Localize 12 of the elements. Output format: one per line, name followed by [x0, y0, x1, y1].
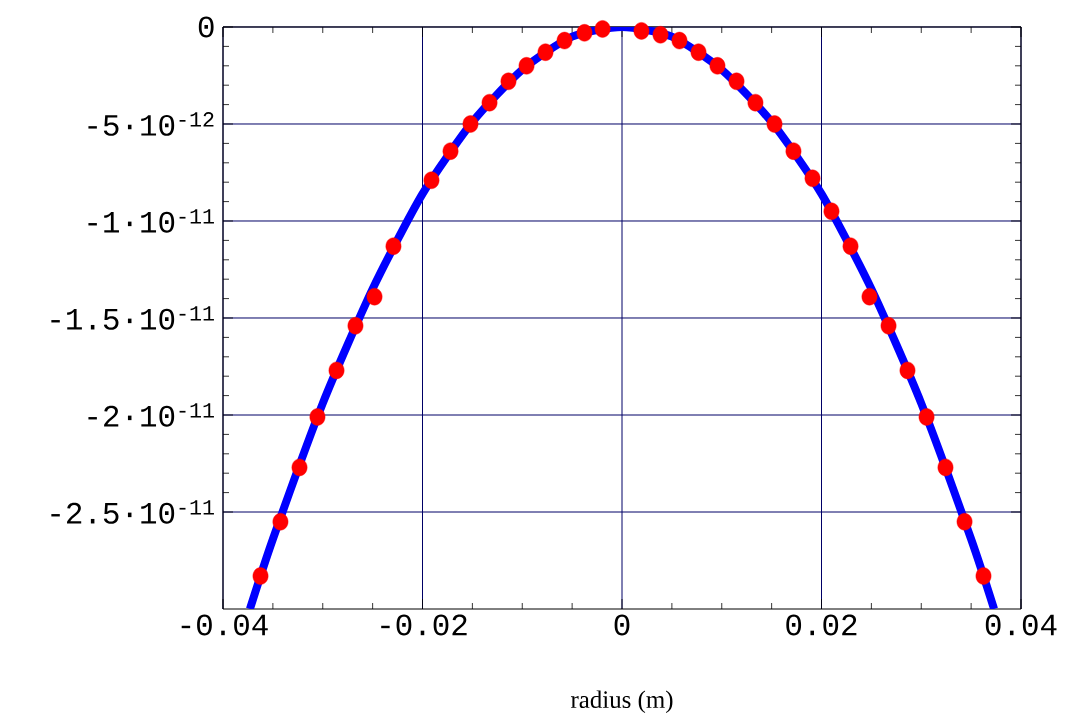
- y-tick-label: -1.5·10$^{-11}$: [51, 306, 214, 330]
- x-tick-label: 0.02: [786, 614, 857, 636]
- y-tick-label: -5·10$^{-12}$: [88, 112, 214, 136]
- x-tick-label: -0.04: [181, 614, 268, 636]
- y-tick-label: -2.5·10$^{-11}$: [51, 500, 214, 524]
- x-axis-title: radius (m): [570, 690, 673, 714]
- x-tick-label: -0.02: [381, 614, 467, 636]
- x-tick-label: 0.04: [985, 614, 1057, 636]
- y-tick-label: 0: [198, 16, 214, 38]
- y-tick-label: -2·10$^{-11}$: [88, 403, 214, 427]
- y-tick-label: -1·10$^{-11}$: [88, 209, 214, 233]
- x-tick-label: 0: [614, 614, 630, 636]
